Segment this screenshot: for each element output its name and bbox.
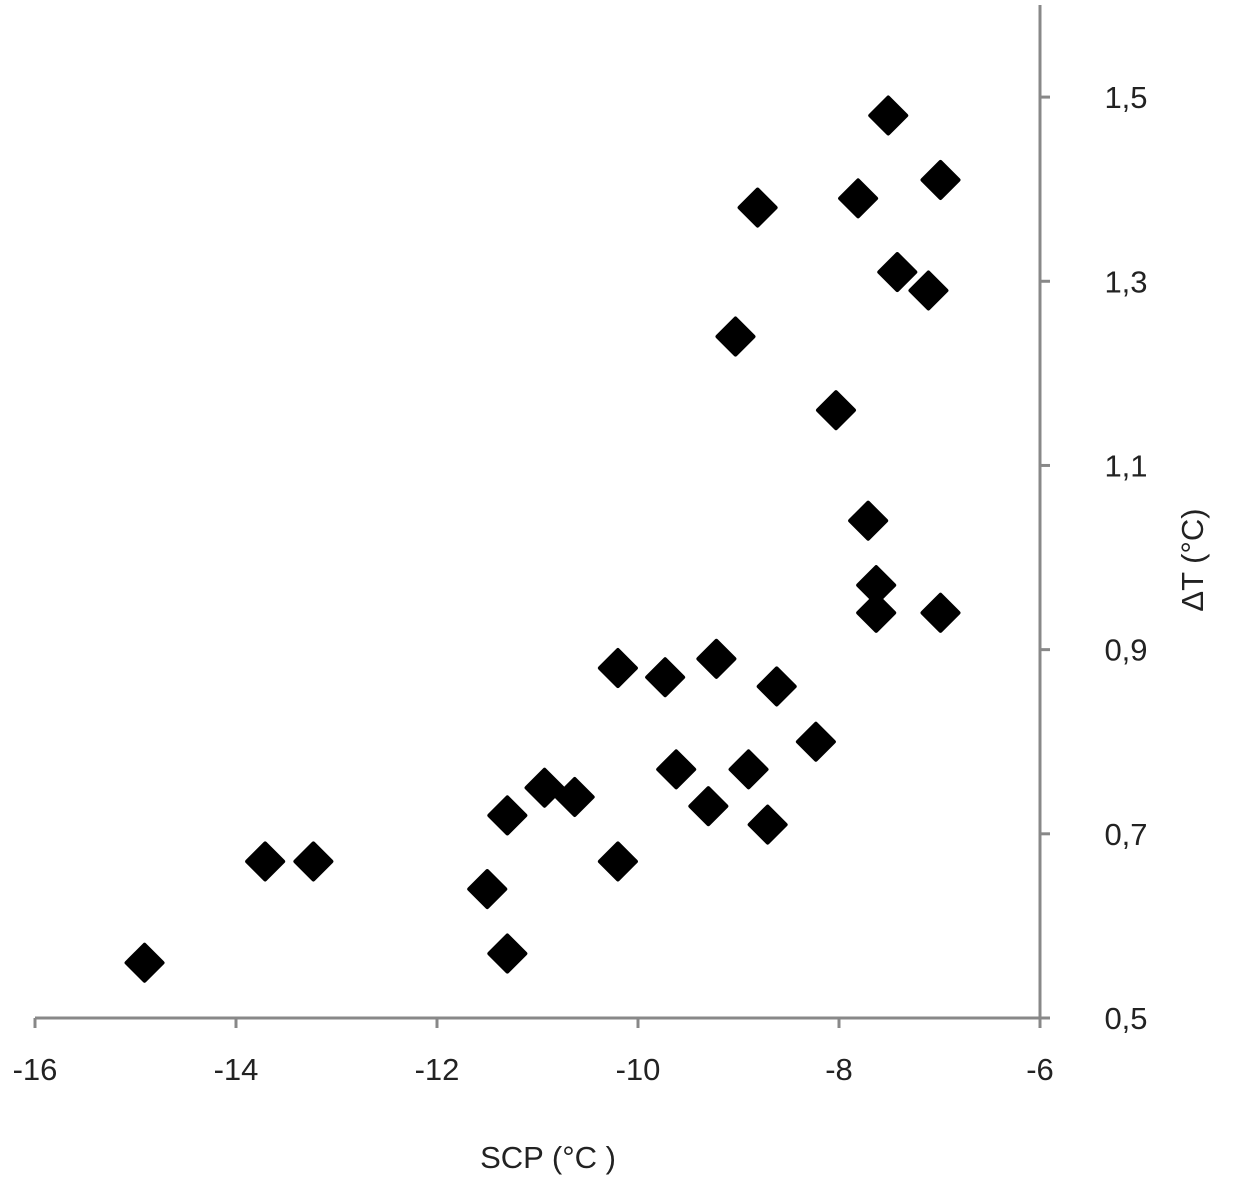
y-tick-label: 0,5 <box>1104 1001 1147 1036</box>
y-tick-label: 1,5 <box>1104 80 1147 115</box>
point <box>554 776 595 817</box>
point <box>597 648 638 689</box>
point <box>245 841 286 882</box>
point <box>868 95 909 136</box>
point <box>645 657 686 698</box>
point <box>487 933 528 974</box>
x-tick-label: -14 <box>214 1052 259 1087</box>
x-axis-label: SCP (°C ) <box>480 1140 616 1175</box>
x-tick-label: -16 <box>13 1052 58 1087</box>
point <box>920 592 961 633</box>
point <box>487 795 528 836</box>
x-tick-label: -6 <box>1026 1052 1054 1087</box>
x-tick-label: -8 <box>825 1052 853 1087</box>
point <box>920 159 961 200</box>
point <box>747 804 788 845</box>
point <box>815 390 856 431</box>
point <box>795 721 836 762</box>
point <box>467 869 508 910</box>
point <box>908 270 949 311</box>
point <box>848 500 889 541</box>
y-tick-label: 0,9 <box>1104 633 1147 668</box>
point <box>728 749 769 790</box>
point <box>715 316 756 357</box>
point <box>838 178 879 219</box>
point <box>597 841 638 882</box>
y-tick-label: 1,3 <box>1104 264 1147 299</box>
x-tick-label: -12 <box>415 1052 460 1087</box>
point <box>856 592 897 633</box>
point <box>124 942 165 983</box>
point <box>656 749 697 790</box>
point <box>688 786 729 827</box>
point <box>696 638 737 679</box>
x-tick-label: -10 <box>616 1052 661 1087</box>
point <box>756 666 797 707</box>
y-tick-label: 1,1 <box>1104 448 1147 483</box>
point <box>877 252 918 293</box>
point <box>737 187 778 228</box>
y-axis-label: ΔT (°C) <box>1175 508 1210 611</box>
y-tick-label: 0,7 <box>1104 817 1147 852</box>
point <box>293 841 334 882</box>
point <box>524 767 565 808</box>
